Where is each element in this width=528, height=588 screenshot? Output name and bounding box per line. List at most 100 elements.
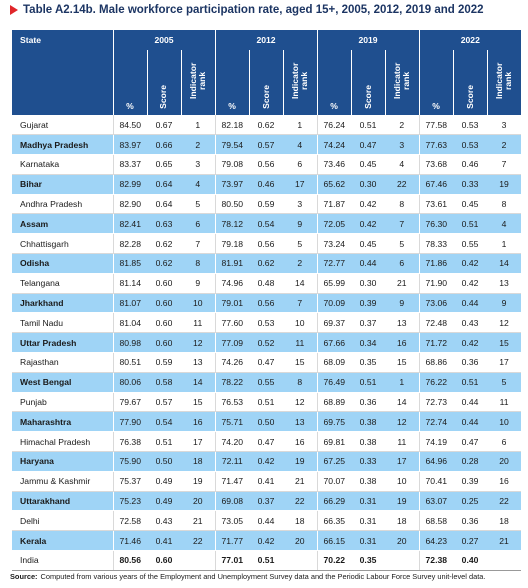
- value-cell: 79.18: [214, 233, 250, 255]
- value-cell: 77.09: [214, 332, 250, 354]
- table-row: Haryana 75.90 0.50 18 72.11 0.42 19 67.25 0.33 17…: [12, 451, 522, 472]
- state-cell: Madhya Pradesh: [12, 134, 113, 156]
- value-cell: 80.06: [112, 372, 147, 393]
- value-cell: 15: [487, 332, 522, 354]
- value-cell: 8: [283, 372, 318, 393]
- value-cell: 9: [385, 293, 420, 314]
- value-cell: 16: [283, 431, 318, 453]
- value-cell: 16: [487, 471, 522, 492]
- value-cell: 69.81: [316, 431, 352, 453]
- value-cell: 2: [181, 134, 216, 156]
- subheader-label: Indicator rank: [392, 62, 412, 100]
- source-label: Source:: [10, 572, 38, 581]
- table-row: Gujarat 84.50 0.67 1 82.18 0.62 1 76.24 0.51 2 77.…: [12, 115, 522, 136]
- value-cell: 4: [487, 213, 522, 235]
- value-cell: 72.77: [316, 253, 352, 274]
- value-cell: 78.12: [214, 213, 250, 235]
- value-cell: 0.50: [147, 451, 181, 472]
- subheader-label: Indicator rank: [290, 62, 310, 100]
- value-cell: 75.23: [112, 491, 147, 512]
- value-cell: 66.29: [316, 491, 352, 512]
- value-cell: 5: [487, 372, 522, 393]
- value-cell: 65.99: [316, 273, 352, 294]
- value-cell: 0.57: [249, 134, 284, 156]
- state-cell: Punjab: [12, 392, 113, 413]
- title-marker: [10, 5, 18, 15]
- value-cell: 66.35: [316, 510, 352, 532]
- value-cell: 0.40: [453, 550, 488, 571]
- subheader-cell: Score: [452, 50, 488, 115]
- value-cell: 72.48: [418, 312, 454, 334]
- value-cell: 11: [385, 431, 420, 453]
- state-cell: Uttar Pradesh: [12, 332, 113, 354]
- value-cell: 17: [283, 174, 318, 195]
- value-cell: 73.24: [316, 233, 352, 255]
- state-cell: Uttarakhand: [12, 491, 113, 512]
- value-cell: 3: [385, 134, 420, 156]
- value-cell: 0.39: [351, 293, 386, 314]
- subheader-cell: %: [418, 50, 454, 115]
- value-cell: 76.22: [418, 372, 454, 393]
- value-cell: 0.47: [351, 134, 386, 156]
- value-cell: 12: [181, 332, 216, 354]
- table-row: Uttarakhand 75.23 0.49 20 69.08 0.37 22 66.29 0.…: [12, 491, 522, 512]
- source-note: Source: Computed from various years of th…: [10, 572, 485, 581]
- state-cell: Telangana: [12, 273, 113, 294]
- table-row: Jharkhand 81.07 0.60 10 79.01 0.56 7 70.09 0.39 9…: [12, 293, 522, 314]
- value-cell: 21: [181, 510, 216, 532]
- value-cell: 81.14: [112, 273, 147, 294]
- empty-cell: [181, 550, 216, 571]
- value-cell: 10: [283, 312, 318, 334]
- state-cell: Bihar: [12, 174, 113, 195]
- value-cell: 75.71: [214, 411, 250, 433]
- value-cell: 19: [385, 491, 420, 512]
- value-cell: 13: [487, 273, 522, 294]
- value-cell: 6: [385, 253, 420, 274]
- value-cell: 0.39: [453, 471, 488, 492]
- value-cell: 80.51: [112, 352, 147, 373]
- value-cell: 0.66: [147, 134, 181, 156]
- value-cell: 0.44: [249, 510, 284, 532]
- value-cell: 1: [181, 115, 216, 136]
- value-cell: 6: [181, 213, 216, 235]
- value-cell: 20: [181, 491, 216, 512]
- value-cell: 76.53: [214, 392, 250, 413]
- value-cell: 74.96: [214, 273, 250, 294]
- subheader-label: %: [126, 101, 134, 111]
- value-cell: 0.50: [249, 411, 284, 433]
- value-cell: 0.55: [249, 372, 284, 393]
- value-cell: 0.56: [249, 154, 284, 175]
- value-cell: 71.46: [112, 530, 147, 552]
- value-cell: 0.62: [249, 115, 284, 136]
- value-cell: 17: [181, 431, 216, 453]
- subheader-label: Score: [464, 85, 475, 109]
- value-cell: 0.63: [147, 213, 181, 235]
- table-body: Gujarat 84.50 0.67 1 82.18 0.62 1 76.24 0.51 2 77.…: [12, 115, 522, 571]
- value-cell: 0.51: [453, 213, 488, 235]
- table-row: Delhi 72.58 0.43 21 73.05 0.44 18 66.35 0.31 18 68…: [12, 510, 522, 532]
- value-cell: 3: [181, 154, 216, 175]
- subheader-cell: %: [316, 50, 352, 115]
- value-cell: 0.62: [147, 253, 181, 274]
- value-cell: 21: [385, 273, 420, 294]
- value-cell: 78.33: [418, 233, 454, 255]
- value-cell: 1: [283, 115, 318, 136]
- value-cell: 68.58: [418, 510, 454, 532]
- value-cell: 0.46: [453, 154, 488, 175]
- value-cell: 83.37: [112, 154, 147, 175]
- value-cell: 22: [181, 530, 216, 552]
- value-cell: 20: [283, 530, 318, 552]
- value-cell: 20: [487, 451, 522, 472]
- state-cell: West Bengal: [12, 372, 113, 393]
- value-cell: 17: [385, 451, 420, 472]
- value-cell: 77.58: [418, 115, 454, 136]
- value-cell: 67.46: [418, 174, 454, 195]
- value-cell: 0.31: [351, 530, 386, 552]
- value-cell: 0.28: [453, 451, 488, 472]
- table-row: Bihar 82.99 0.64 4 73.97 0.46 17 65.62 0.30 22 67.…: [12, 174, 522, 195]
- total-row: India 80.56 0.60 77.01 0.51 70.22 0.35 72.38 0.4…: [12, 550, 522, 571]
- subheader-cell: Score: [350, 50, 386, 115]
- value-cell: 80.56: [112, 550, 147, 571]
- subheader-cell: %: [112, 50, 147, 115]
- value-cell: 0.67: [147, 115, 181, 136]
